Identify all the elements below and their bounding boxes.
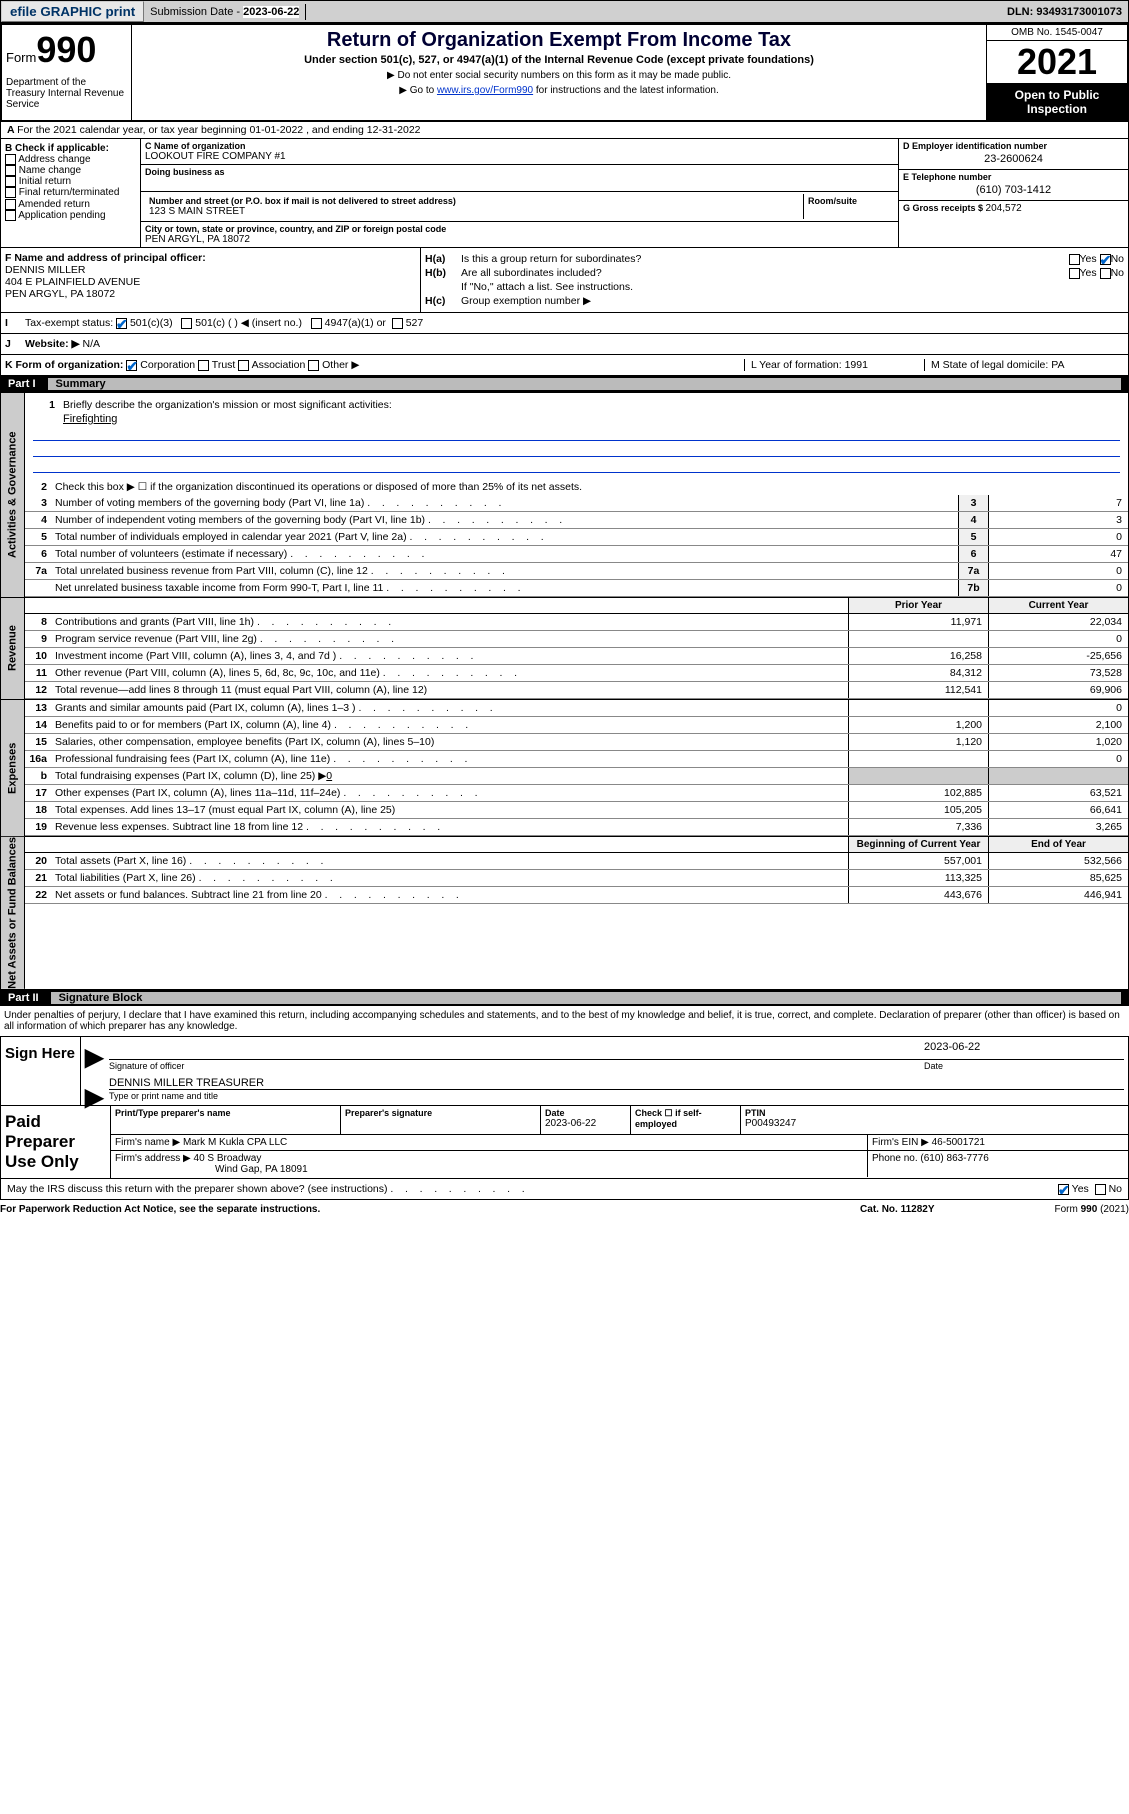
chk-app-pending[interactable] [5,210,16,221]
chk-corp[interactable] [126,360,137,371]
chk-trust[interactable] [198,360,209,371]
instr-link: ▶ Go to www.irs.gov/Form990 for instruct… [140,85,978,96]
chk-501c[interactable] [181,318,192,329]
officer-name: DENNIS MILLER [5,264,416,276]
sign-here: Sign Here ▶ 2023-06-22 Signature of offi… [0,1037,1129,1106]
form-title: Return of Organization Exempt From Incom… [140,29,978,52]
officer-addr2: PEN ARGYL, PA 18072 [5,288,416,300]
chk-address-change[interactable] [5,154,16,165]
sign-date: 2023-06-22 [924,1041,1124,1059]
chk-discuss-no[interactable] [1095,1184,1106,1195]
row-j: J Website: ▶ N/A [0,334,1129,355]
row-f-h: F Name and address of principal officer:… [0,248,1129,313]
chk-hb-yes[interactable] [1069,268,1080,279]
v7a: 0 [988,563,1128,579]
org-name: LOOKOUT FIRE COMPANY #1 [145,151,894,162]
irs-link[interactable]: www.irs.gov/Form990 [437,85,533,96]
tax-year: 2021 [987,41,1127,84]
top-bar: efile GRAPHIC print Submission Date - 20… [0,0,1129,23]
chk-527[interactable] [392,318,403,329]
firm-phone: (610) 863-7776 [920,1153,988,1164]
officer-name-title: DENNIS MILLER TREASURER [109,1077,1124,1089]
state-domicile: M State of legal domicile: PA [924,359,1124,371]
v4: 3 [988,512,1128,528]
v7b: 0 [988,580,1128,596]
dept-treasury: Department of the Treasury Internal Reve… [6,77,127,110]
form-number: Form990 [6,29,127,71]
sign-arrow2-icon: ▶ [85,1083,103,1112]
part2-header: Part IISignature Block [0,990,1129,1006]
row-k: K Form of organization: Corporation Trus… [0,355,1129,376]
chk-initial-return[interactable] [5,176,16,187]
chk-ha-yes[interactable] [1069,254,1080,265]
mission-text: Firefighting [33,413,1120,425]
v5: 0 [988,529,1128,545]
tab-net-assets: Net Assets or Fund Balances [1,837,25,989]
chk-amended[interactable] [5,199,16,210]
firm-addr: 40 S Broadway [194,1153,262,1164]
chk-ha-no[interactable] [1100,254,1111,265]
form-header: Form990 Department of the Treasury Inter… [0,23,1129,122]
sign-arrow-icon: ▶ [85,1043,103,1072]
row-may-discuss: May the IRS discuss this return with the… [0,1179,1129,1200]
chk-final-return[interactable] [5,187,16,198]
street: 123 S MAIN STREET [149,206,799,217]
chk-501c3[interactable] [116,318,127,329]
gross-receipts: 204,572 [986,203,1022,214]
city-state-zip: PEN ARGYL, PA 18072 [145,234,894,245]
instr-ssn: ▶ Do not enter social security numbers o… [140,70,978,81]
ptin: P00493247 [745,1118,1124,1129]
efile-print-button[interactable]: efile GRAPHIC print [1,1,144,22]
chk-assoc[interactable] [238,360,249,371]
chk-other[interactable] [308,360,319,371]
v3: 7 [988,495,1128,511]
form-subtitle: Under section 501(c), 527, or 4947(a)(1)… [140,54,978,66]
chk-name-change[interactable] [5,165,16,176]
chk-4947[interactable] [311,318,322,329]
firm-ein: 46-5001721 [932,1137,985,1148]
phone: (610) 703-1412 [903,182,1124,198]
tab-expenses: Expenses [1,700,25,836]
paid-preparer: Paid Preparer Use Only Print/Type prepar… [0,1106,1129,1179]
submission-date-label: Submission Date - 2023-06-22 [144,4,306,20]
section-governance: Activities & Governance 1Briefly describ… [0,392,1129,598]
page-footer: For Paperwork Reduction Act Notice, see … [0,1200,1129,1219]
penalty-statement: Under penalties of perjury, I declare th… [0,1006,1129,1037]
cal-year-text: A For the 2021 calendar year, or tax yea… [7,124,421,136]
chk-hb-no[interactable] [1100,268,1111,279]
tab-revenue: Revenue [1,598,25,699]
col-b-checkboxes: B Check if applicable: Address change Na… [1,139,141,247]
dln: DLN: 93493173001073 [1001,4,1128,20]
row-a: A For the 2021 calendar year, or tax yea… [0,122,1129,139]
section-net-assets: Net Assets or Fund Balances Beginning of… [0,837,1129,990]
part1-header: Part ISummary [0,376,1129,392]
section-expenses: Expenses 13Grants and similar amounts pa… [0,700,1129,837]
year-formation: L Year of formation: 1991 [744,359,924,371]
tab-governance: Activities & Governance [1,393,25,597]
section-revenue: Revenue Prior YearCurrent Year 8Contribu… [0,598,1129,700]
omb-number: OMB No. 1545-0047 [987,25,1127,41]
firm-name: Mark M Kukla CPA LLC [183,1137,287,1148]
v6: 47 [988,546,1128,562]
entity-block: B Check if applicable: Address change Na… [0,139,1129,248]
officer-addr1: 404 E PLAINFIELD AVENUE [5,276,416,288]
open-public: Open to Public Inspection [987,84,1127,120]
chk-discuss-yes[interactable] [1058,1184,1069,1195]
website: N/A [82,338,100,350]
row-i: I Tax-exempt status: 501(c)(3) 501(c) ( … [0,313,1129,334]
ein: 23-2600624 [903,151,1124,167]
